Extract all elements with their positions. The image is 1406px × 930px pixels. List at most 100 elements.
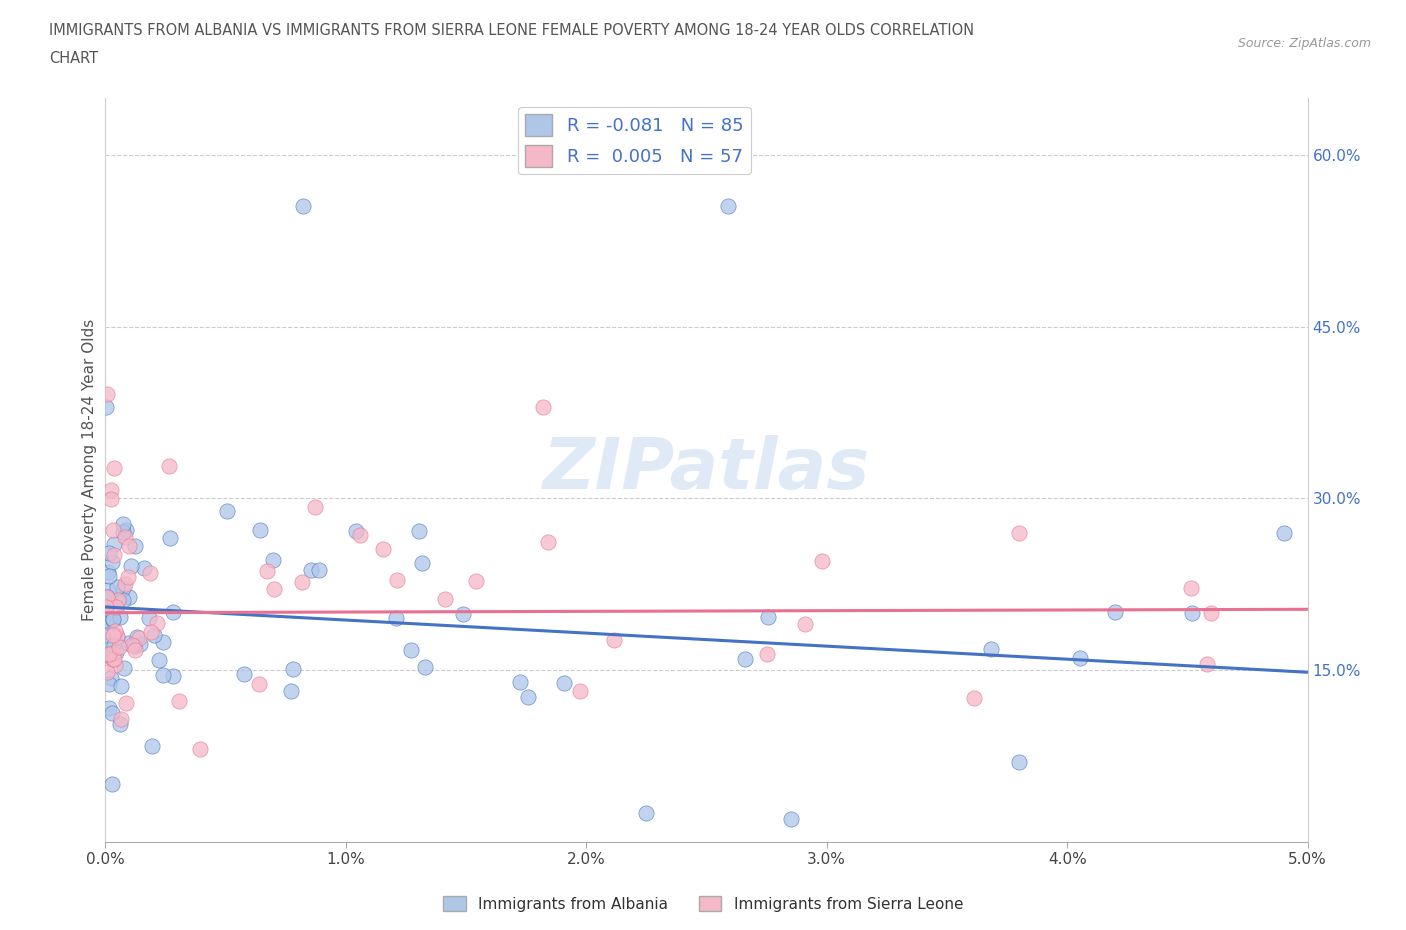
Point <box>98 638 121 653</box>
Point <box>349 527 371 542</box>
Text: Source: ZipAtlas.com: Source: ZipAtlas.com <box>1237 37 1371 50</box>
Point <box>100 671 122 685</box>
Point <box>128 636 150 651</box>
Point <box>94 399 117 414</box>
Point <box>101 705 124 720</box>
Legend: Immigrants from Albania, Immigrants from Sierra Leone: Immigrants from Albania, Immigrants from… <box>437 889 969 918</box>
Point <box>1008 525 1031 540</box>
Point <box>464 573 486 588</box>
Point <box>117 636 139 651</box>
Point <box>139 565 162 580</box>
Point <box>157 458 180 473</box>
Point <box>96 647 118 662</box>
Point <box>97 676 120 691</box>
Point <box>291 199 314 214</box>
Point <box>98 568 121 583</box>
Point <box>263 581 285 596</box>
Point <box>401 642 423 657</box>
Point <box>1181 605 1204 620</box>
Point <box>569 684 592 698</box>
Point <box>97 565 120 579</box>
Point <box>96 386 118 401</box>
Point <box>387 572 409 587</box>
Point <box>451 606 474 621</box>
Point <box>291 575 314 590</box>
Point <box>96 590 118 604</box>
Point <box>232 667 254 682</box>
Point <box>104 623 127 638</box>
Point <box>980 642 1002 657</box>
Point <box>247 676 270 691</box>
Point <box>301 563 323 578</box>
Point <box>94 600 117 615</box>
Point <box>111 525 134 539</box>
Point <box>107 640 129 655</box>
Point <box>100 483 122 498</box>
Point <box>411 556 433 571</box>
Point <box>717 199 740 214</box>
Point <box>413 659 436 674</box>
Point <box>103 548 125 563</box>
Point <box>162 604 184 619</box>
Point <box>94 597 117 612</box>
Point <box>779 811 801 826</box>
Point <box>118 590 141 604</box>
Point <box>308 563 330 578</box>
Point <box>124 643 146 658</box>
Point <box>101 611 124 626</box>
Point <box>101 612 124 627</box>
Point <box>96 664 118 679</box>
Point <box>756 609 779 624</box>
Point <box>101 652 124 667</box>
Point <box>537 535 560 550</box>
Point <box>167 694 190 709</box>
Text: IMMIGRANTS FROM ALBANIA VS IMMIGRANTS FROM SIERRA LEONE FEMALE POVERTY AMONG 18-: IMMIGRANTS FROM ALBANIA VS IMMIGRANTS FR… <box>49 23 974 38</box>
Point <box>101 646 124 661</box>
Point <box>553 676 575 691</box>
Point <box>121 637 143 652</box>
Point <box>755 647 778 662</box>
Point <box>139 625 162 640</box>
Point <box>146 616 169 631</box>
Point <box>1180 580 1202 595</box>
Point <box>112 660 135 675</box>
Point <box>143 628 166 643</box>
Point <box>105 644 128 659</box>
Point <box>98 700 121 715</box>
Point <box>373 541 395 556</box>
Point <box>114 577 136 591</box>
Point <box>96 590 118 604</box>
Point <box>103 522 125 537</box>
Point <box>100 492 122 507</box>
Point <box>124 538 146 553</box>
Point <box>280 684 302 698</box>
Point <box>1104 604 1126 619</box>
Point <box>794 617 817 631</box>
Point <box>111 592 134 607</box>
Point <box>262 553 284 568</box>
Point <box>96 600 118 615</box>
Point <box>152 634 174 649</box>
Point <box>148 653 170 668</box>
Point <box>384 610 406 625</box>
Point <box>101 628 124 643</box>
Point <box>138 611 160 626</box>
Point <box>134 561 156 576</box>
Point <box>152 668 174 683</box>
Point <box>509 674 531 689</box>
Point <box>108 716 131 731</box>
Point <box>162 669 184 684</box>
Point <box>283 661 305 676</box>
Point <box>105 579 128 594</box>
Point <box>103 638 125 653</box>
Point <box>115 695 138 710</box>
Point <box>1008 754 1031 769</box>
Point <box>603 632 626 647</box>
Point <box>96 627 118 642</box>
Point <box>1272 525 1295 540</box>
Point <box>98 615 121 630</box>
Point <box>98 545 121 560</box>
Point <box>112 517 135 532</box>
Point <box>159 531 181 546</box>
Point <box>636 805 658 820</box>
